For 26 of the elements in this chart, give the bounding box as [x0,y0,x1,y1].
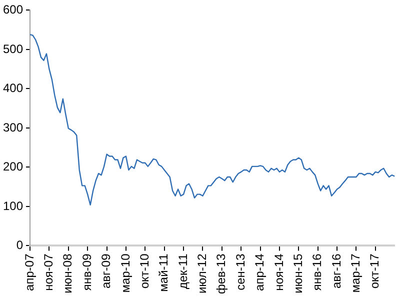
x-tick-label: июл-12 [195,253,210,294]
y-tick-label: 200 [2,160,24,174]
x-tick-label: янв-09 [80,253,94,291]
x-tick-label: дек-11 [176,253,190,290]
x-tick-label: янв-16 [310,253,324,291]
y-tick-label: 0 [16,238,24,252]
y-tick-label: 100 [2,198,24,213]
x-tick-label: июн-08 [60,253,75,294]
x-tick-label: авг-09 [99,253,114,289]
y-tick-label: 400 [2,81,24,96]
y-tick-label: 600 [2,2,24,17]
x-tick-label: май-11 [156,253,171,292]
x-tick-label: июн-15 [290,253,305,294]
x-tick-label: апр-07 [22,253,36,291]
x-tick-label: авг-16 [329,253,344,289]
x-tick-label: мар-17 [348,253,363,293]
x-tick-label: ноя-14 [272,253,286,291]
x-tick-label: фев-13 [214,253,228,294]
x-tick-label: окт-17 [368,253,382,289]
x-tick-label: сен-13 [233,253,248,290]
x-tick-label: окт-10 [137,253,152,289]
x-tick-label: ноя-07 [42,253,56,291]
y-tick-label: 500 [2,42,24,56]
x-tick-label: апр-14 [252,253,267,291]
x-tick-label: мар-10 [118,253,132,293]
y-tick-label: 300 [2,120,24,134]
